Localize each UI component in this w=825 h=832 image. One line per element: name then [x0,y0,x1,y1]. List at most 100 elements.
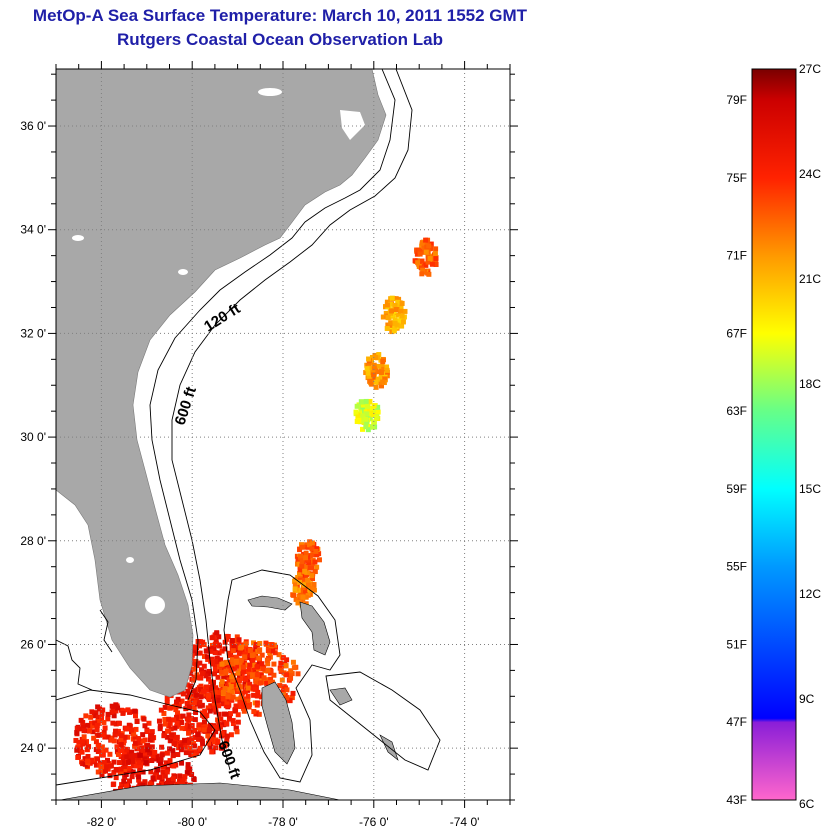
sst-pixel [99,772,105,778]
y-tick-label: 32 0' [20,326,46,340]
sst-pixel [162,810,167,815]
sst-pixel [365,427,371,433]
sst-pixel [292,582,298,588]
sst-pixel [265,667,271,673]
sst-pixel [93,762,99,768]
sst-pixel [205,733,211,739]
sst-pixel [130,803,135,808]
sst-pixel [184,682,190,688]
sst-pixel [110,706,116,712]
sst-pixel [89,757,95,763]
sst-pixel [162,801,167,806]
sst-pixel [160,769,166,775]
sst-pixel [140,811,145,816]
sst-pixel [92,759,98,765]
sst-pixel [297,547,303,553]
colorbar-f-label: 51F [726,637,747,651]
sst-pixel [288,675,294,681]
sst-pixel [250,662,256,668]
sst-pixel [220,701,226,707]
sst-pixel [95,756,101,762]
sst-pixel [309,540,315,546]
colorbar-c-label: 21C [799,272,821,286]
sst-pixel [432,251,438,257]
sst-pixel [208,703,214,709]
sst-pixel [231,644,237,650]
sst-pixel [156,718,162,724]
sst-pixel [124,783,130,789]
sst-pixel [433,246,439,252]
sst-pixel [134,808,139,813]
sst-pixel [417,251,423,257]
sst-pixel [178,743,184,749]
sst-pixel [216,634,222,640]
sst-pixel [247,662,253,668]
sst-pixel [295,556,301,562]
contour-120ft [149,69,396,701]
sst-pixel [305,577,311,583]
sst-pixel [162,721,168,727]
sst-pixel [100,732,106,738]
sst-pixel [166,728,172,734]
sst-pixel [207,727,213,733]
sst-pixel [234,634,240,640]
sst-pixel [103,764,109,770]
colorbar-f-label: 63F [726,404,747,418]
sst-pixel [157,723,163,729]
sst-pixel [197,643,203,649]
y-tick-label: 34 0' [20,223,46,237]
title-block: MetOp-A Sea Surface Temperature: March 1… [0,4,560,52]
sst-pixel [307,539,313,545]
sst-pixel [214,630,220,636]
sst-pixel [185,688,191,694]
bahamas-eleuthera-land [329,687,399,761]
sst-pixel [219,648,225,654]
sst-pixel [233,659,239,665]
sst-pixel [173,803,178,808]
sst-pixel [174,734,180,740]
sst-pixel [367,399,373,405]
sst-pixel [95,719,101,725]
sst-pixel [299,559,305,565]
sst-pixel [221,666,227,672]
sst-pixel [213,685,219,691]
sst-pixel [236,677,242,683]
sst-pixel [100,707,106,713]
colorbar-gradient [751,68,797,801]
y-tick-label: 36 0' [20,119,46,133]
sst-pixel [160,805,165,810]
sst-pixel [75,754,81,760]
sst-pixel [161,809,166,814]
sst-pixel [236,662,242,668]
sst-pixel [117,747,123,753]
sst-pixel [254,672,260,678]
sst-pixel [171,717,177,723]
sst-pixel [146,720,152,726]
sst-pixel [130,763,136,769]
sst-pixel [221,674,227,680]
sst-pixel [153,771,159,777]
sst-pixel [238,657,244,663]
sst-pixel [170,748,176,754]
sst-pixel [425,259,431,265]
sst-pixel [125,751,131,757]
sst-pixel [129,749,135,755]
sst-pixel [253,644,259,650]
sst-pixel [433,262,439,268]
sst-pixel [312,559,318,565]
inland-water [72,88,365,614]
sst-pixel [291,592,297,598]
sst-pixel [201,653,207,659]
sst-pixel [206,740,212,746]
sst-pixel [97,706,103,712]
sst-pixel [369,354,375,360]
sst-pixel [229,638,235,644]
sst-pixel [423,262,429,268]
sst-pixel [419,271,425,277]
sst-pixel [389,308,395,314]
sst-pixel [371,419,377,425]
sst-pixel [177,778,183,784]
sst-pixel [120,710,126,716]
sst-pixel [91,735,97,741]
